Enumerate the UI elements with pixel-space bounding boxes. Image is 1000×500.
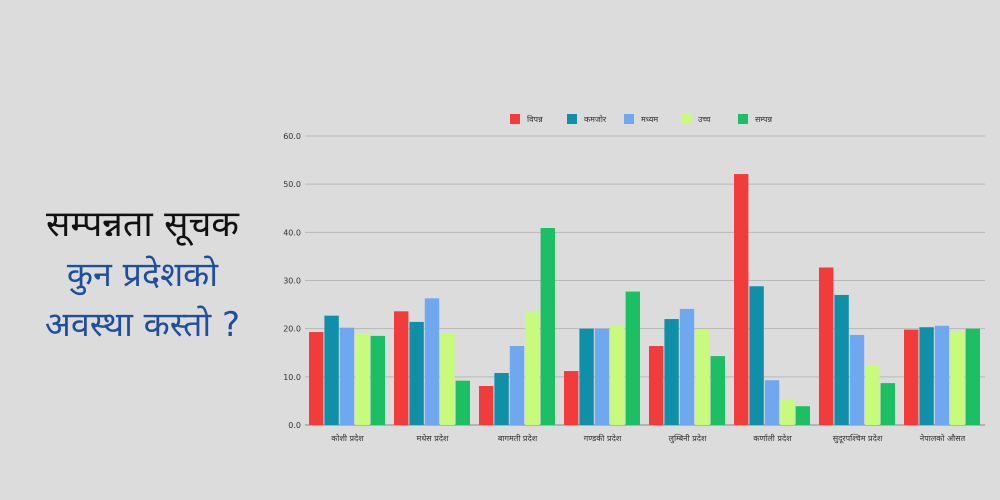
x-category-label: कोशी प्रदेश: [331, 433, 364, 443]
y-tick-label: 20.0: [283, 325, 301, 334]
bar: [934, 325, 950, 425]
x-category-label: नेपालको औसत: [920, 433, 966, 443]
bar: [494, 372, 509, 425]
bar: [849, 334, 865, 425]
bar: [834, 294, 849, 425]
x-category-label: मधेस प्रदेश: [417, 433, 449, 443]
bar: [370, 335, 385, 425]
bar: [795, 406, 810, 425]
bar: [540, 227, 555, 425]
bar: [819, 267, 834, 425]
y-tick-label: 10.0: [283, 373, 301, 382]
bar: [664, 319, 679, 425]
bar: [764, 380, 780, 425]
headline: सम्पन्नता सूचक कुन प्रदेशको अवस्था कस्तो…: [0, 200, 285, 350]
legend-label: विपन्न: [527, 114, 543, 124]
legend-swatch: [738, 114, 748, 124]
y-tick-labels: 0.0 10.0 20.0 30.0 40.0 50.0 60.0: [283, 132, 301, 430]
bar: [424, 298, 440, 425]
bar: [440, 333, 455, 425]
legend-swatch: [624, 114, 634, 124]
y-tick-label: 30.0: [283, 277, 301, 286]
bar: [610, 325, 625, 425]
y-tick-label: 50.0: [283, 180, 301, 189]
bar: [394, 311, 409, 425]
headline-line-1: सम्पन्नता सूचक: [46, 204, 239, 245]
legend-swatch: [681, 114, 691, 124]
bar: [780, 398, 795, 425]
bar: [409, 321, 424, 425]
bar: [525, 312, 540, 425]
y-tick-label: 0.0: [288, 421, 301, 430]
legend-swatch: [567, 114, 577, 124]
bar: [309, 332, 324, 425]
bar: [679, 308, 695, 425]
bars: [309, 174, 980, 425]
bar: [339, 327, 355, 425]
x-category-label: गण्डकी प्रदेश: [584, 433, 622, 443]
legend-label: सम्पन्न: [755, 115, 773, 124]
bar: [324, 315, 339, 425]
x-category-label: सुदूरपश्चिम प्रदेश: [833, 433, 883, 444]
bar: [509, 346, 525, 425]
bar: [355, 333, 370, 425]
y-tick-label: 60.0: [283, 132, 301, 141]
bar: [594, 328, 610, 425]
legend-label: कमजोर: [584, 114, 607, 124]
bar: [880, 383, 895, 425]
bar: [749, 286, 764, 425]
bar: [564, 371, 579, 425]
x-category-label: बागमती प्रदेश: [498, 433, 538, 443]
legend: विपन्न कमजोर मध्यम उच्च सम्पन्न: [510, 114, 773, 124]
x-category-label: लुम्बिनी प्रदेश: [669, 433, 708, 444]
bar: [625, 291, 640, 425]
bar: [919, 327, 934, 425]
bar: [950, 332, 965, 425]
bar: [865, 364, 880, 425]
bar: [695, 329, 710, 425]
y-tick-label: 40.0: [283, 228, 301, 237]
legend-label: उच्च: [698, 115, 711, 124]
legend-label: मध्यम: [641, 115, 658, 124]
bar: [965, 328, 980, 425]
headline-line-2: कुन प्रदेशको: [66, 255, 219, 295]
bar: [904, 329, 919, 425]
headline-line-3: अवस्था कस्तो ?: [44, 305, 241, 345]
bar: [579, 328, 594, 425]
bar: [479, 385, 494, 425]
bar: [649, 346, 664, 425]
category-labels: कोशी प्रदेश मधेस प्रदेश बागमती प्रदेश गण्डक…: [331, 433, 965, 444]
x-category-label: कर्णाली प्रदेश: [753, 433, 792, 443]
bar: [455, 380, 470, 425]
legend-swatch: [510, 114, 520, 124]
bar: [710, 356, 725, 425]
bar: [734, 174, 749, 425]
